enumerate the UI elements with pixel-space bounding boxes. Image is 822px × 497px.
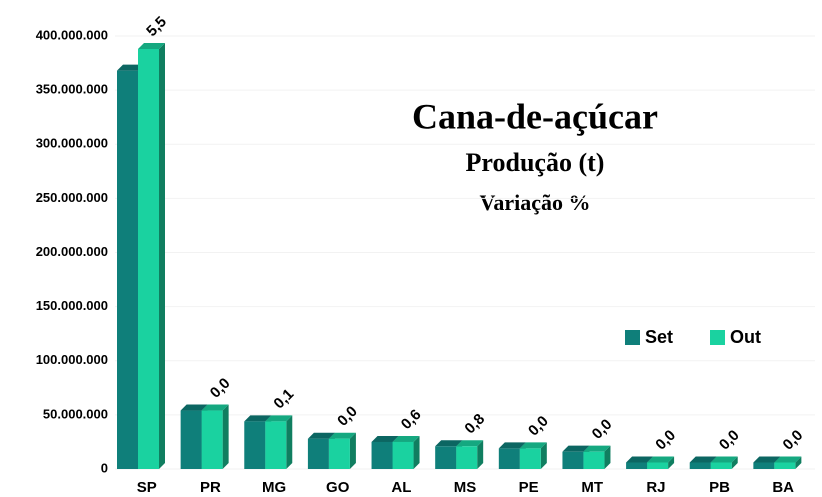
bar-side [477, 440, 484, 469]
bar [180, 410, 202, 469]
bar [265, 421, 287, 469]
bar [307, 438, 329, 469]
annotation-title: Variação % [479, 190, 590, 215]
bar-side [668, 456, 675, 469]
bar [774, 462, 796, 469]
bar [328, 438, 350, 469]
bar [583, 451, 605, 469]
bar-top [392, 435, 420, 442]
y-tick-label: 200.000.000 [36, 244, 108, 259]
data-label: 0,0 [525, 413, 552, 440]
bar [562, 451, 584, 469]
x-tick-label: AL [391, 479, 411, 496]
x-tick-label: PE [519, 479, 539, 496]
bar-top [328, 432, 356, 439]
bar-top [647, 456, 675, 463]
data-label: 0,1 [271, 386, 298, 413]
bar-side [731, 456, 738, 469]
y-tick-label: 250.000.000 [36, 190, 108, 205]
bar-side [349, 432, 356, 469]
bar-side [413, 435, 420, 469]
x-tick-label: MG [262, 479, 286, 496]
y-tick-label: 50.000.000 [43, 406, 108, 421]
bar [244, 421, 266, 469]
bar-top [689, 456, 717, 463]
data-label: 0,6 [398, 406, 425, 433]
bar-top [435, 440, 463, 447]
bar-top [265, 415, 293, 422]
data-label: 0,0 [589, 416, 616, 443]
y-tick-label: 300.000.000 [36, 136, 108, 151]
bar [138, 48, 159, 470]
bar-top [456, 440, 484, 447]
data-label: 0,0 [780, 427, 807, 454]
bar-top [774, 456, 802, 463]
bar-top [562, 445, 590, 452]
bar-top [180, 404, 208, 411]
bar [201, 410, 223, 469]
y-tick-label: 400.000.000 [36, 27, 108, 42]
bar [456, 446, 478, 469]
x-tick-label: MS [454, 479, 477, 496]
bar-top [753, 456, 781, 463]
bar [498, 448, 520, 469]
x-tick-label: RJ [646, 479, 665, 496]
bar-side [222, 404, 229, 469]
data-label: 0,0 [652, 427, 679, 454]
x-tick-label: MT [581, 479, 603, 496]
chart-subtitle: Produção (t) [466, 148, 605, 177]
bar-side [604, 445, 611, 469]
bar-top [371, 435, 399, 442]
bar [392, 441, 414, 469]
x-tick-label: BA [772, 479, 794, 496]
bar [519, 448, 541, 469]
data-label: 0,0 [716, 427, 743, 454]
bar [710, 462, 732, 469]
bar-side [795, 456, 802, 469]
bar-top [519, 442, 547, 449]
bar-top [710, 456, 738, 463]
bar-top [201, 404, 229, 411]
bar-top [244, 415, 272, 422]
y-tick-label: 100.000.000 [36, 352, 108, 367]
bar [647, 462, 669, 469]
bar-side [540, 442, 547, 469]
bar [626, 462, 648, 469]
legend-label: Out [730, 327, 761, 347]
y-tick-label: 0 [101, 460, 108, 475]
x-tick-label: GO [326, 479, 350, 496]
x-tick-label: PR [200, 479, 221, 496]
x-tick-label: PB [709, 479, 730, 496]
bar-top [117, 64, 144, 71]
bar-side [286, 415, 293, 469]
legend-swatch [625, 330, 640, 345]
y-tick-label: 350.000.000 [36, 82, 108, 97]
bar [753, 462, 775, 469]
x-tick-label: SP [137, 479, 157, 496]
bar-top [307, 432, 335, 439]
bar [117, 70, 138, 469]
bar-top [583, 445, 611, 452]
chart-title: Cana-de-açúcar [412, 96, 658, 136]
bar [371, 441, 393, 469]
data-label: 0,0 [207, 375, 234, 402]
y-tick-label: 150.000.000 [36, 298, 108, 313]
data-label: 0,0 [334, 403, 361, 430]
bar-top [138, 42, 165, 49]
bar-side [159, 42, 165, 470]
bar [689, 462, 711, 469]
legend-swatch [710, 330, 725, 345]
bar-top [626, 456, 654, 463]
legend-label: Set [645, 327, 673, 347]
bar [435, 446, 457, 469]
bar-top [498, 442, 526, 449]
